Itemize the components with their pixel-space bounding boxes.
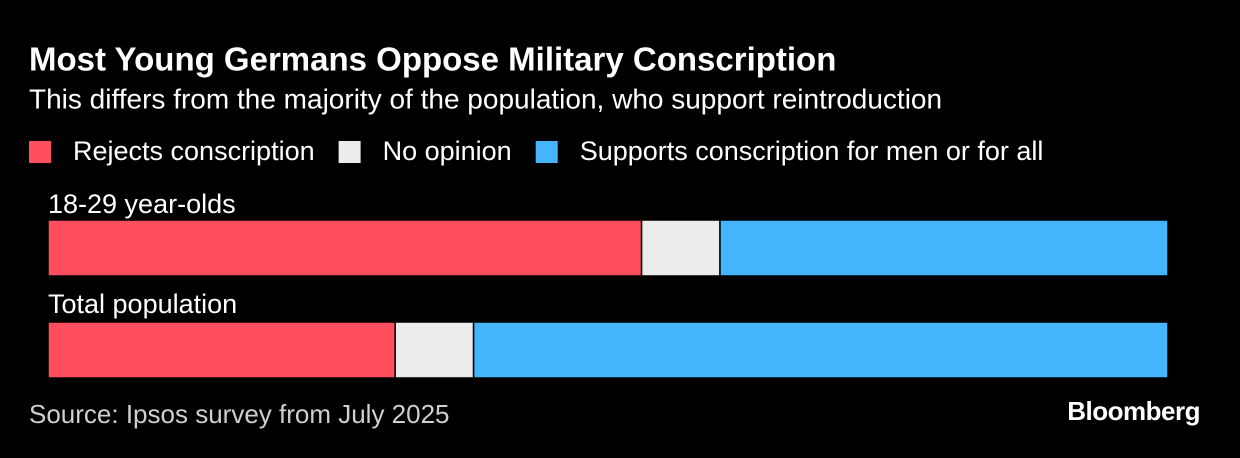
legend-swatch xyxy=(29,141,51,163)
legend-swatch xyxy=(338,141,361,163)
chart-subtitle: This differs from the majority of the po… xyxy=(29,83,942,114)
legend-label: Rejects conscription xyxy=(73,136,315,166)
bar-segment xyxy=(47,321,396,379)
category-label: Total population xyxy=(48,289,237,319)
bar-segment xyxy=(472,321,1169,379)
chart-title: Most Young Germans Oppose Military Consc… xyxy=(29,41,836,78)
bar-segment xyxy=(640,219,721,277)
bar-segment xyxy=(394,321,475,379)
legend-label: Supports conscription for men or for all xyxy=(580,136,1044,166)
source: Source: Ipsos survey from July 2025 xyxy=(29,399,450,429)
category-label: 18-29 year-olds xyxy=(48,189,236,219)
legend-swatch xyxy=(535,141,558,163)
bar-segment xyxy=(47,219,643,277)
legend-label: No opinion xyxy=(383,136,512,166)
brand-logo: Bloomberg xyxy=(1067,396,1200,426)
bar-segment xyxy=(719,219,1169,277)
